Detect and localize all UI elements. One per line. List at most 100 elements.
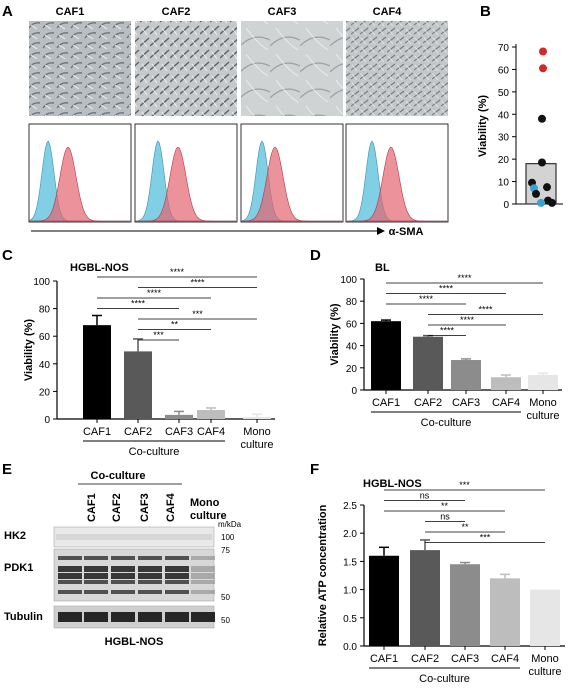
chart_c-ytick-label: 40	[39, 360, 51, 371]
chart-d: BL 0 20 40 60 80 100 Viability (%) CAF1 CAF2 CAF3 C…	[329, 262, 562, 429]
panel-label-e: E	[2, 461, 12, 478]
tubulin-band	[138, 612, 162, 622]
chart_c-sig-label: ***	[153, 330, 164, 340]
b-ylabel: Viability (%)	[477, 95, 489, 157]
chart_d-bar-2	[451, 360, 481, 390]
chart_f-ytick-label: 0.0	[343, 642, 357, 653]
chart_f-sig-label: **	[441, 501, 449, 511]
pdk1-band	[138, 556, 162, 560]
chart_c-sig-label: ***	[192, 309, 203, 319]
pdk1-band	[165, 566, 189, 572]
lane-label-caf1: CAF1	[86, 493, 98, 522]
chart-b: 0 10 20 30 40 50 60 70 Viability (%)	[477, 43, 563, 211]
b-ytick-label: 50	[498, 88, 510, 99]
b-ytick-label: 0	[503, 200, 509, 211]
chart_d-sig-label: ****	[440, 326, 455, 336]
chart_d-ylabel: Viability (%)	[329, 303, 341, 365]
histogram-stain-caf4	[347, 146, 447, 222]
blot-unit-label: m/kDa	[218, 520, 242, 529]
blot-group-label: Co-culture	[91, 470, 146, 482]
chart_d-bar-3	[491, 377, 521, 390]
pdk1-band	[191, 573, 215, 579]
chart_c-ytick-label: 20	[39, 387, 51, 398]
panel-label-d: D	[310, 247, 321, 264]
pdk1-band	[84, 573, 108, 579]
chart_f-ytick-label: 1.0	[343, 586, 357, 597]
b-point	[548, 198, 556, 207]
pdk1-band	[111, 580, 135, 584]
lane-label-mono-2: culture	[190, 510, 227, 522]
chart_d-title: BL	[375, 262, 390, 274]
chart_f-xtick-label: CAF3	[451, 653, 479, 665]
chart_d-bar-4	[528, 375, 558, 390]
chart_d-sig-label: ****	[439, 284, 454, 294]
panel-label-c: C	[2, 247, 13, 264]
pdk1-band	[165, 573, 189, 579]
lane-label-caf2: CAF2	[111, 493, 123, 522]
chart_d-group-label: Co-culture	[421, 417, 472, 429]
chart_d-bar-0	[371, 321, 401, 390]
chart_c-ytick-label: 60	[39, 332, 51, 343]
b-ytick-label: 20	[498, 155, 510, 166]
chart_f-ytick-label: 2.0	[343, 529, 357, 540]
tubulin-band	[165, 612, 189, 622]
chart_f-ytick-label: 0.5	[343, 614, 357, 625]
chart_f-bar-0	[369, 555, 399, 646]
pdk1-band	[165, 590, 189, 594]
chart_c-xtick-label: CAF3	[165, 426, 193, 438]
chart_f-ytick-label: 2.5	[343, 501, 357, 512]
pdk1-band	[191, 580, 215, 584]
chart_c-ytick-label: 80	[39, 305, 51, 316]
chart_c-xtick-label: CAF4	[197, 426, 225, 438]
chart_f-sig-label: ***	[459, 480, 470, 490]
chart_c-ytick-label: 100	[33, 277, 50, 288]
blot-caption: HGBL-NOS	[105, 636, 164, 648]
blot-row-hk2: HK2	[4, 530, 26, 542]
chart_c-bar-4	[243, 416, 271, 419]
chart_c-sig-label: ****	[170, 267, 185, 277]
chart_f-ytick-label: 1.5	[343, 557, 357, 568]
chart_f-xtick-label: CAF1	[370, 653, 398, 665]
chart_c-sig-label: ****	[190, 278, 205, 288]
chart_f-sig-label: **	[461, 522, 469, 532]
chart_c-bar-3	[197, 410, 225, 419]
chart-c: HGBL-NOS 0 20 40 60 80 100 Viability (%) CAF1 CAF…	[23, 262, 275, 458]
pdk1-band	[58, 573, 82, 579]
chart_d-ytick-label: 20	[346, 364, 358, 375]
pdk1-band	[111, 590, 135, 594]
tubulin-band	[84, 612, 108, 622]
b-point	[538, 114, 546, 123]
chart_f-bar-1	[410, 550, 440, 646]
chart_f-sig-label: ns	[420, 491, 430, 501]
chart_d-xtick-label: CAF4	[492, 397, 520, 409]
panel-e: Co-culture CAF1 CAF2 CAF3 CAF4 Mono cult…	[4, 470, 242, 648]
chart_d-sig-label: ****	[419, 294, 434, 304]
chart_c-sig-label: ****	[147, 288, 162, 298]
chart_f-xtick-label: Mono	[531, 653, 559, 665]
pdk1-band	[138, 580, 162, 584]
pdk1-band	[84, 556, 108, 560]
chart_c-bar-0	[83, 325, 111, 419]
chart_d-bar-1	[413, 336, 443, 390]
chart_f-ylabel: Relative ATP concentration	[317, 504, 329, 646]
chart_f-sig-label: ns	[440, 512, 450, 522]
pdk1-band	[111, 566, 135, 572]
chart_d-ytick-label: 80	[346, 297, 358, 308]
pdk1-band	[58, 580, 82, 584]
tubulin-band	[191, 612, 215, 622]
panel-label-b: B	[480, 3, 491, 20]
b-ytick-label: 60	[498, 65, 510, 76]
chart_c-sig-label: **	[171, 320, 179, 330]
micrograph-caf3	[241, 21, 343, 116]
cell-label-caf2: CAF2	[162, 6, 191, 18]
chart_f-bar-3	[490, 578, 520, 646]
chart_f-xtick-label: CAF4	[491, 653, 519, 665]
histogram-stain-caf1	[29, 146, 130, 222]
chart_f-xtick-label-2: culture	[528, 666, 561, 678]
chart_d-xtick-label: CAF2	[414, 397, 442, 409]
pdk1-band	[138, 566, 162, 572]
chart_c-xtick-label-2: culture	[240, 439, 273, 451]
chart_c-xtick-label: CAF2	[124, 426, 152, 438]
chart_d-ytick-label: 40	[346, 342, 358, 353]
alpha-sma-label: α-SMA	[389, 226, 424, 238]
